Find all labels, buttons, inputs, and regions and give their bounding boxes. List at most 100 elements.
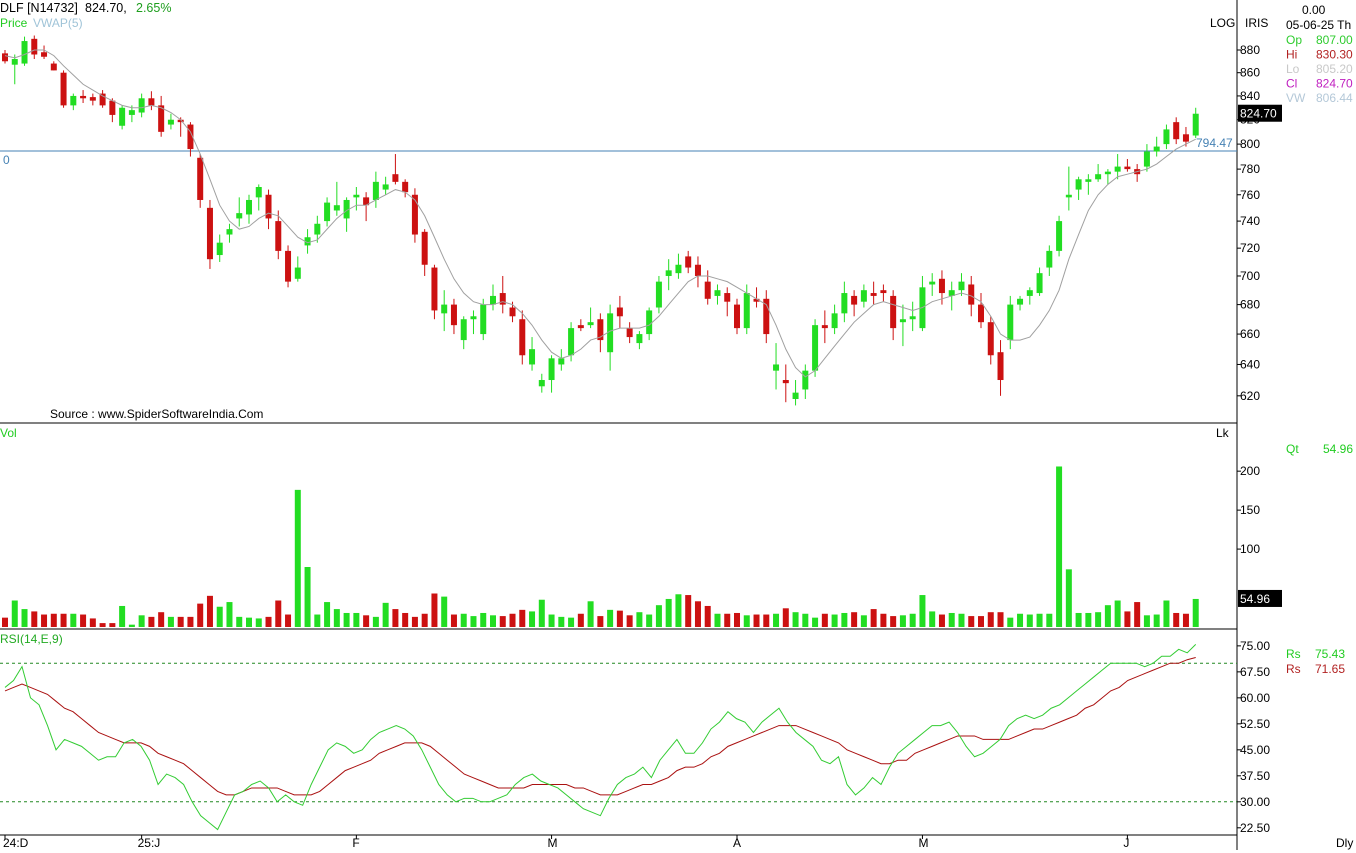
volume-bar (831, 614, 838, 627)
volume-bar (363, 615, 370, 627)
x-axis: 24:D 25:J F M A M J (3, 835, 1129, 850)
price-axis: 8808608408208007807607407207006806606406… (1237, 43, 1260, 403)
info-row-label: Cl (1286, 77, 1297, 91)
vwap-line (4, 49, 1196, 378)
price-tick-label: 780 (1240, 162, 1260, 176)
volume-bar (1182, 613, 1189, 627)
rsi-rs2-label: Rs (1286, 662, 1301, 676)
volume-bar (206, 595, 213, 627)
price-tick-label: 700 (1240, 269, 1260, 283)
candle-body (714, 290, 721, 296)
period-label[interactable]: Dly (1336, 836, 1353, 850)
volume-bar (109, 623, 116, 627)
volume-bar (860, 615, 867, 627)
x-tick-label: 25:J (138, 836, 161, 850)
candle-body (704, 281, 711, 299)
candle-body (1085, 179, 1092, 182)
price-tick-label: 640 (1240, 357, 1260, 371)
price-tick-label: 660 (1240, 327, 1260, 341)
candle-body (138, 98, 145, 113)
candle-body (1007, 304, 1014, 341)
rsi-signal-line (4, 656, 1196, 796)
candle-body (1095, 174, 1102, 180)
volume-bar (372, 616, 379, 627)
candle-body (372, 181, 379, 200)
candle-body (490, 295, 496, 305)
candle-body (812, 325, 819, 371)
candle-body (948, 290, 955, 296)
volume-bar (431, 593, 438, 627)
volume-bar (646, 614, 653, 627)
volume-bar (577, 613, 584, 627)
volume-bar (558, 616, 565, 627)
volume-bar (734, 612, 740, 627)
rsi-tick-label: 30.00 (1240, 795, 1270, 809)
candle-body (333, 205, 340, 211)
volume-bar (99, 623, 106, 627)
last-price-label: 824.70, (85, 1, 127, 15)
volume-bar (812, 617, 819, 627)
candle-body (236, 213, 243, 219)
candle-body (411, 194, 418, 235)
candle-body (109, 100, 116, 115)
volume-bar (880, 613, 887, 627)
candle-body (890, 295, 897, 329)
volume-bar (167, 616, 174, 627)
volume-bar (548, 614, 555, 627)
volume-bar (714, 613, 721, 627)
volume-bar (450, 614, 457, 627)
candle-body (626, 328, 633, 338)
log-scale-toggle[interactable]: LOG (1210, 16, 1235, 30)
rsi-axis: 75.00 67.50 60.00 52.50 45.00 37.50 30.00 22.50 (1237, 639, 1270, 835)
volume-bar (343, 612, 350, 627)
volume-bar (636, 612, 643, 627)
candle-body (548, 358, 555, 381)
candle-body (431, 267, 438, 311)
volume-bar (460, 613, 467, 627)
volume-bar (538, 599, 545, 627)
candle-body (31, 38, 38, 55)
rsi-line (4, 644, 1197, 831)
last-price-tag: 824.70 (1238, 104, 1282, 122)
volume-bar (197, 603, 204, 627)
volume-qt-value: 54.96 (1323, 442, 1353, 456)
candle-body (743, 293, 750, 329)
volume-bar (216, 606, 223, 627)
candle-body (11, 59, 18, 65)
volume-bar (655, 605, 662, 627)
candle-body (1114, 166, 1121, 172)
candle-body (997, 352, 1004, 381)
volume-bar (246, 617, 252, 627)
volume-bar (685, 595, 692, 627)
volume-title: Vol (0, 426, 17, 440)
info-row-value: 830.30 (1316, 48, 1353, 62)
candle-body (568, 328, 575, 356)
candle-body (460, 319, 467, 341)
candle-body (470, 316, 477, 320)
volume-bar (128, 624, 135, 627)
candle-body (1017, 298, 1024, 305)
rsi-title: RSI(14,E,9) (0, 632, 63, 646)
candle-body (70, 95, 77, 106)
candle-body (206, 207, 213, 260)
volume-bar (1046, 613, 1053, 627)
volume-bar (587, 601, 594, 627)
candle-body (50, 63, 57, 71)
info-row-value: 807.00 (1316, 33, 1353, 47)
candle-body (1046, 250, 1053, 268)
change-pct-label: 2.65% (136, 1, 171, 15)
info-row-value: 805.20 (1316, 62, 1353, 76)
candle-body (665, 270, 672, 276)
price-tick-label: 620 (1240, 389, 1260, 403)
iris-toggle[interactable]: IRIS (1245, 16, 1268, 30)
candle-body (392, 174, 399, 182)
candle-body (499, 293, 506, 305)
candle-body (685, 256, 692, 268)
symbol-label: DLF [N14732] (0, 1, 78, 15)
candle-body (1192, 113, 1199, 136)
volume-bar (529, 611, 536, 627)
volume-bar (255, 618, 262, 627)
price-tick-label: 880 (1240, 43, 1260, 57)
candle-body (343, 199, 350, 219)
